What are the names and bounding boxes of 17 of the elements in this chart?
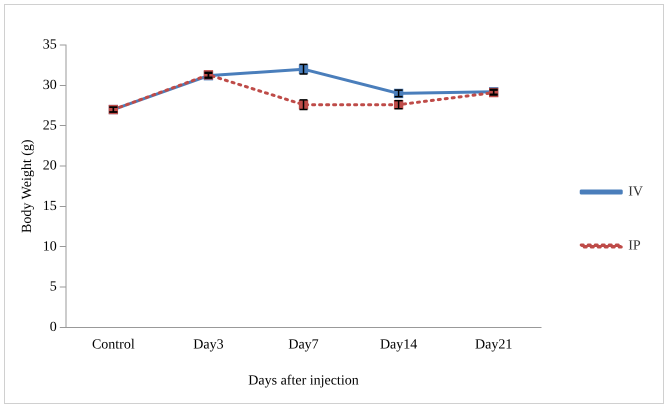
legend-label: IV (628, 184, 644, 200)
y-tick-label: 20 (42, 158, 57, 174)
legend-label: IP (628, 238, 641, 254)
x-axis-title: Days after injection (248, 373, 359, 388)
y-tick-label: 0 (50, 320, 57, 336)
y-tick-label: 35 (42, 38, 57, 53)
y-tick-label: 10 (42, 239, 57, 254)
y-tick-label: 15 (42, 199, 57, 214)
y-tick-label: 30 (42, 78, 57, 94)
x-tick-label: Day7 (288, 337, 319, 352)
x-tick-label: Control (92, 337, 135, 352)
x-tick-label: Day14 (380, 337, 418, 352)
x-tick-label: Day21 (475, 337, 512, 352)
y-tick-label: 25 (42, 118, 57, 134)
y-tick-label: 5 (50, 280, 57, 295)
x-tick-label: Day3 (193, 337, 224, 352)
y-axis-title: Body Weight (g) (20, 139, 36, 233)
